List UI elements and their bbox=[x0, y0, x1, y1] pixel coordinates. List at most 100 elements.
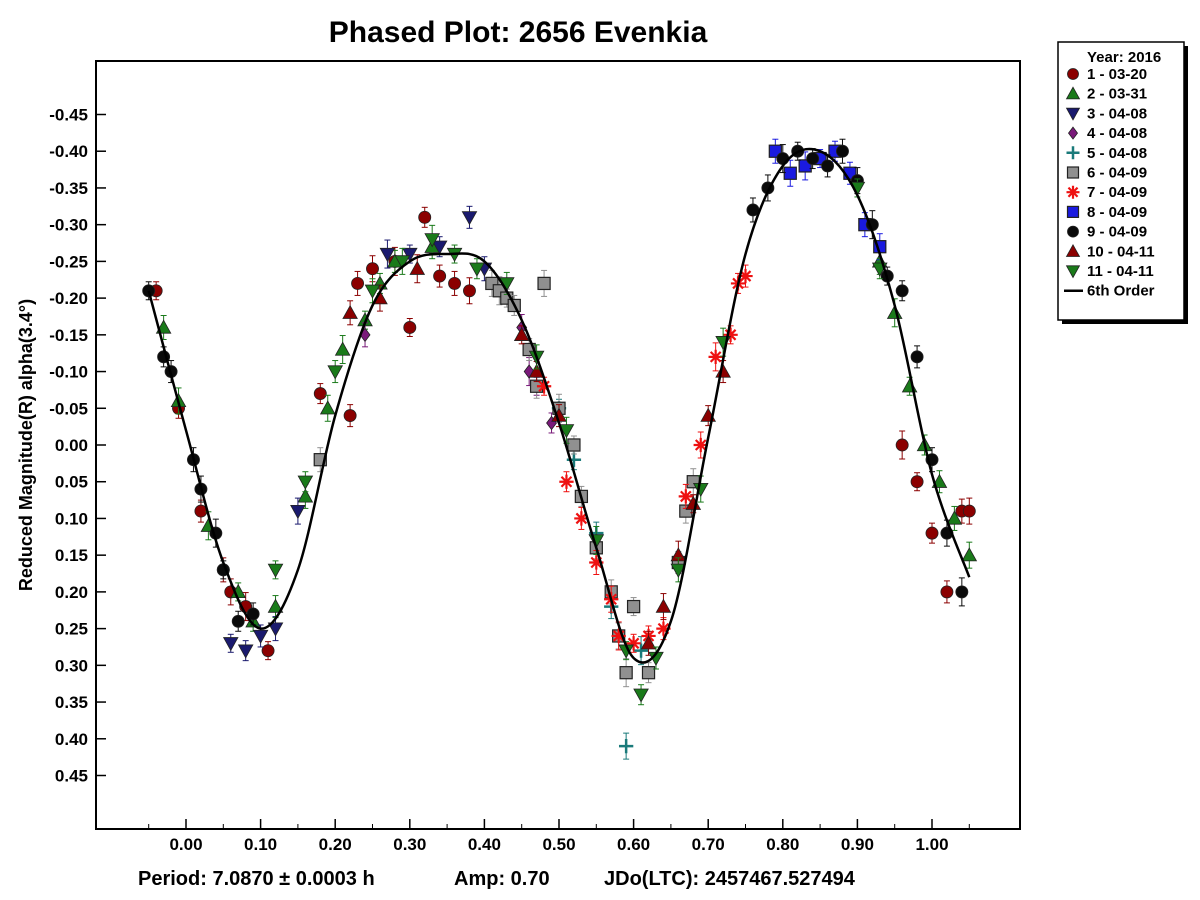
data-point bbox=[776, 152, 790, 166]
x-tick-label: 0.60 bbox=[617, 835, 650, 854]
legend-marker bbox=[1065, 265, 1081, 279]
x-tick-label: 1.00 bbox=[915, 835, 948, 854]
legend-marker bbox=[1067, 225, 1079, 238]
legend-label: 2 - 03-31 bbox=[1087, 86, 1147, 103]
data-point bbox=[379, 247, 396, 263]
y-tick-label: 0.05 bbox=[55, 473, 88, 492]
data-point bbox=[252, 629, 269, 644]
data-point bbox=[433, 269, 447, 283]
x-tick-label: 0.80 bbox=[766, 835, 799, 854]
y-tick-label: -0.25 bbox=[49, 252, 88, 271]
data-point bbox=[536, 379, 552, 394]
y-axis-title: Reduced Magnitude(R) alpha(3.4°) bbox=[16, 299, 36, 591]
y-tick-label: 0.15 bbox=[55, 546, 88, 565]
data-point bbox=[783, 166, 797, 180]
x-tick-label: 0.30 bbox=[393, 835, 426, 854]
legend: Year: 2016 1 - 03-20 2 - 03-31 3 - 04-08 4 … bbox=[1057, 41, 1188, 324]
y-tick-label: 0.10 bbox=[55, 509, 88, 528]
x-tick-label: 0.10 bbox=[244, 835, 277, 854]
data-point bbox=[693, 437, 708, 453]
data-point bbox=[334, 341, 351, 356]
data-point bbox=[940, 585, 954, 599]
data-point bbox=[342, 304, 358, 319]
data-point bbox=[222, 637, 239, 652]
data-point bbox=[513, 326, 530, 341]
data-point bbox=[626, 599, 641, 614]
data-point bbox=[343, 409, 357, 423]
data-point bbox=[267, 598, 284, 613]
data-point bbox=[806, 152, 820, 166]
data-point bbox=[401, 247, 418, 263]
data-point bbox=[463, 284, 476, 298]
data-point bbox=[523, 364, 535, 379]
legend-marker bbox=[1068, 126, 1078, 140]
data-point bbox=[327, 365, 344, 380]
data-points-layer bbox=[142, 138, 978, 760]
epoch-label: JDo(LTC): 2457467.527494 bbox=[604, 868, 856, 890]
data-point bbox=[640, 635, 657, 650]
legend-label: 5 - 04-08 bbox=[1087, 145, 1147, 162]
data-point bbox=[678, 489, 693, 504]
data-point bbox=[237, 644, 254, 659]
data-point bbox=[962, 504, 976, 518]
data-point bbox=[261, 644, 275, 658]
data-point bbox=[708, 349, 723, 365]
data-point bbox=[394, 255, 411, 270]
legend-items: 1 - 03-20 2 - 03-31 3 - 04-08 4 - 04-08 5 - … bbox=[1064, 66, 1155, 300]
legend-label: 7 - 04-09 bbox=[1087, 184, 1147, 201]
y-tick-label: 0.20 bbox=[55, 583, 88, 602]
data-point bbox=[297, 475, 314, 490]
legend-fit-label: 6th Order bbox=[1087, 283, 1155, 300]
data-point bbox=[313, 387, 327, 401]
data-point bbox=[366, 262, 379, 276]
data-point bbox=[431, 240, 448, 255]
legend-marker bbox=[1067, 68, 1079, 80]
legend-marker bbox=[1065, 243, 1081, 257]
data-point bbox=[461, 211, 478, 226]
data-point bbox=[641, 666, 656, 680]
x-tick-label: 0.40 bbox=[468, 835, 501, 854]
data-point bbox=[656, 621, 671, 636]
data-point bbox=[567, 438, 581, 452]
data-point bbox=[611, 628, 626, 644]
y-tick-label: -0.15 bbox=[49, 326, 88, 345]
x-tick-label: 0.70 bbox=[692, 835, 725, 854]
data-point bbox=[925, 526, 939, 540]
period-label: Period: 7.0870 ± 0.0003 h bbox=[138, 868, 375, 890]
y-tick-label: 0.45 bbox=[55, 767, 88, 786]
data-point bbox=[231, 614, 245, 628]
chart-title: Phased Plot: 2656 Evenkia bbox=[329, 16, 708, 49]
plot-area-frame bbox=[95, 60, 1021, 830]
data-point bbox=[559, 474, 574, 489]
amplitude-label: Amp: 0.70 bbox=[454, 868, 550, 890]
y-tick-label: 0.35 bbox=[55, 693, 88, 712]
data-point bbox=[633, 688, 649, 703]
y-tick-label: 0.30 bbox=[55, 656, 88, 675]
data-point bbox=[469, 262, 485, 277]
y-tick-label: 0.25 bbox=[55, 620, 88, 639]
x-tick-label: 0.00 bbox=[169, 835, 202, 854]
y-tick-label: 0.00 bbox=[55, 436, 88, 455]
legend-label: 6 - 04-09 bbox=[1087, 165, 1147, 182]
data-point bbox=[403, 321, 417, 334]
data-point bbox=[574, 511, 589, 526]
data-point bbox=[821, 159, 835, 173]
y-tick-label: -0.20 bbox=[49, 289, 88, 308]
data-point bbox=[409, 260, 426, 275]
data-point bbox=[895, 438, 909, 452]
data-point bbox=[895, 284, 909, 298]
data-point bbox=[619, 666, 633, 680]
data-point bbox=[364, 284, 381, 299]
data-point bbox=[626, 636, 641, 651]
y-tick-label: 0.40 bbox=[55, 730, 88, 749]
data-point bbox=[633, 643, 649, 658]
y-tick-label: -0.10 bbox=[49, 363, 88, 382]
data-point bbox=[267, 563, 284, 578]
y-axis: -0.45 -0.40 -0.35 -0.30 -0.25 -0.20 -0.15 -0.10… bbox=[49, 106, 106, 786]
legend-label: 8 - 04-09 bbox=[1087, 204, 1147, 221]
y-tick-label: -0.30 bbox=[49, 216, 88, 235]
data-point bbox=[738, 268, 753, 284]
data-point bbox=[589, 555, 604, 570]
legend-marker bbox=[1065, 86, 1081, 100]
